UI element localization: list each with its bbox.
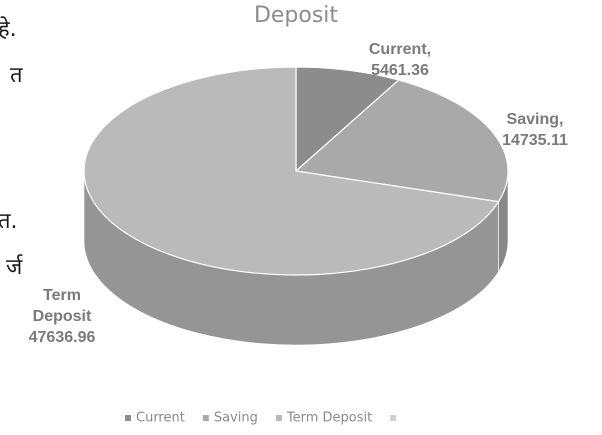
legend-swatch (202, 415, 209, 421)
legend-swatch (275, 415, 282, 421)
legend-swatch (125, 415, 131, 421)
legend-swatch (390, 415, 397, 421)
pie-slice (295, 66, 400, 173)
legend-label: Saving (214, 411, 258, 426)
data-label-name: Current, (369, 41, 431, 58)
pie-slice (294, 79, 509, 203)
legend-label: Term Deposit (286, 411, 372, 426)
side-text: त (10, 63, 23, 88)
side-text: हे. (0, 16, 17, 42)
side-text: र्ज (6, 254, 23, 280)
data-label-name: Term Deposit (33, 287, 92, 325)
legend-label: Current (136, 411, 185, 426)
data-label: 5461.36 (371, 62, 429, 79)
data-label: 14735.11 (502, 132, 568, 149)
side-text: त. (0, 209, 18, 234)
data-label: 47636.96 (29, 329, 96, 346)
pie-slice (83, 66, 500, 276)
chart-title: Deposit (254, 3, 338, 28)
data-label-name: Saving, (507, 111, 564, 128)
